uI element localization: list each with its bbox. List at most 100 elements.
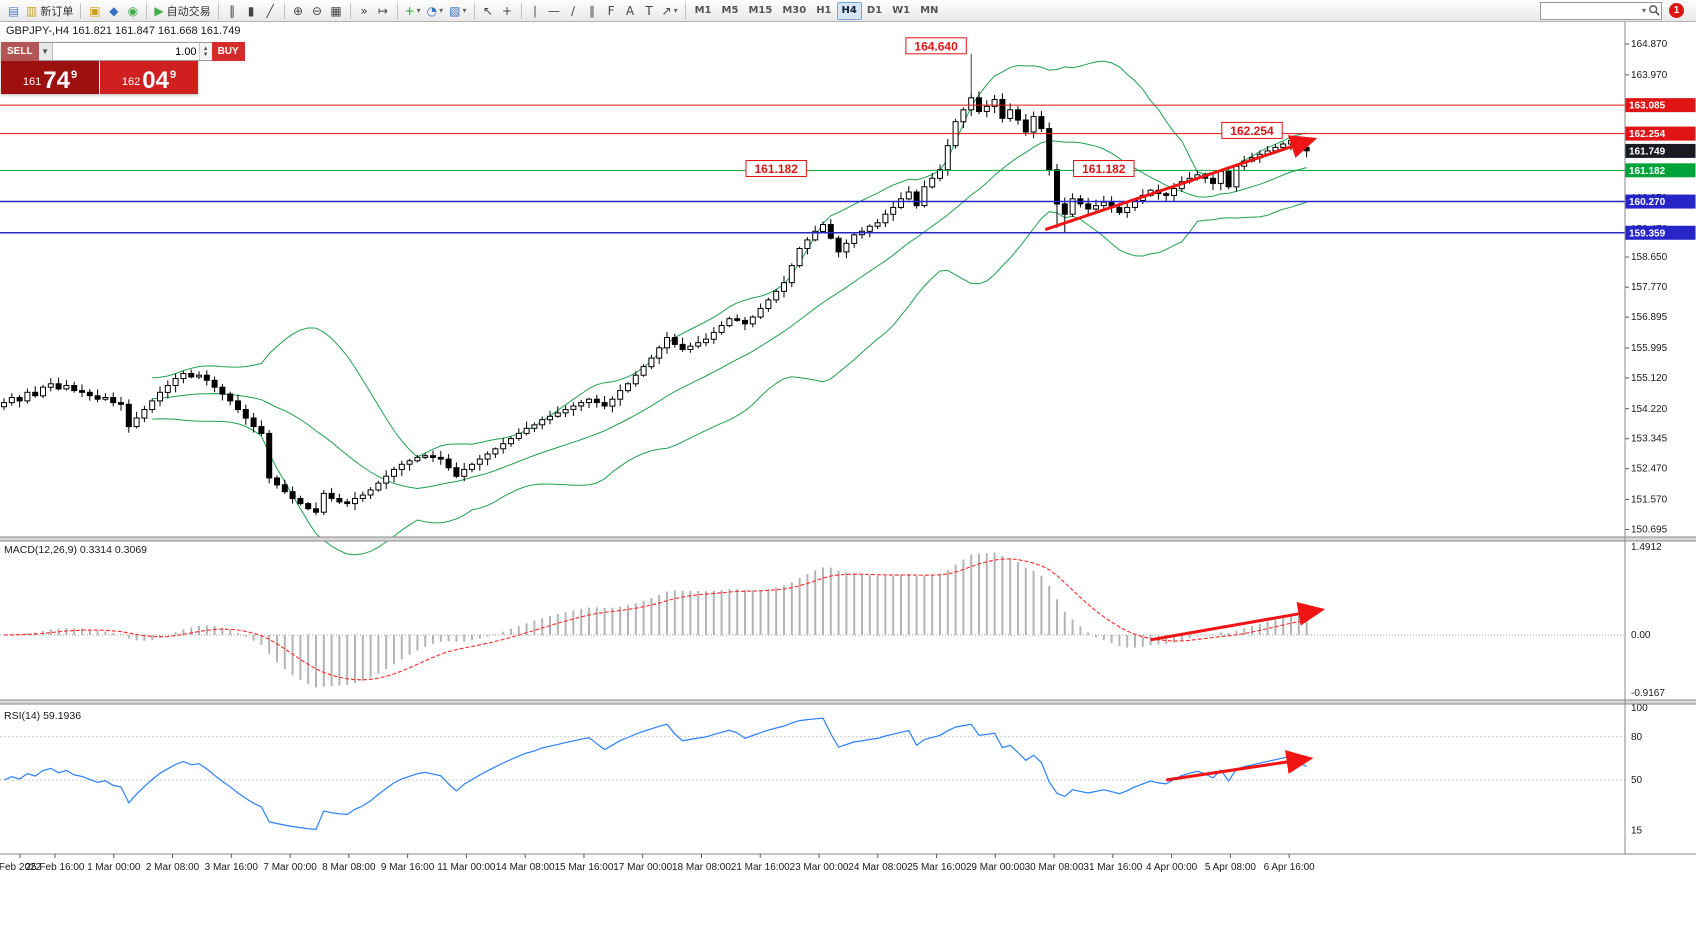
- candle-body: [164, 385, 171, 393]
- panel-splitter[interactable]: [0, 700, 1696, 704]
- trendline-button[interactable]: ∕: [564, 2, 583, 20]
- vertical-line-button[interactable]: ∣: [526, 2, 545, 20]
- candle-body: [250, 417, 257, 428]
- candle-body: [305, 503, 312, 510]
- timeframe-m5[interactable]: M5: [717, 2, 744, 20]
- autotrading-button[interactable]: ▶ 自动交易: [151, 2, 213, 20]
- annotation-box[interactable]: [1221, 121, 1283, 139]
- price-trend-arrow[interactable]: [1044, 135, 1318, 232]
- indicators-button[interactable]: + ▾: [402, 2, 424, 20]
- candle-body: [86, 391, 93, 397]
- price-marker-label: 161.182: [1629, 166, 1666, 177]
- candle-body: [757, 307, 764, 318]
- candle-body: [640, 366, 647, 376]
- candle-body: [570, 405, 577, 410]
- timeframe-m15[interactable]: M15: [743, 2, 777, 20]
- buy-button[interactable]: BUY: [211, 42, 245, 61]
- timeframe-mn-label: MN: [920, 5, 939, 16]
- buy-price[interactable]: 162 04 9: [100, 61, 198, 94]
- volume-down-icon[interactable]: ▼: [202, 51, 209, 58]
- fibonacci-button[interactable]: F: [602, 2, 621, 20]
- rsi-trend-arrow[interactable]: [1165, 750, 1314, 782]
- candle-body: [937, 169, 943, 179]
- candlestick-chart-button[interactable]: ▮: [242, 2, 261, 20]
- volume-input[interactable]: [52, 43, 199, 60]
- price-axis-label: 164.870: [1631, 39, 1668, 50]
- cursor-button[interactable]: ↖: [479, 2, 498, 20]
- timeframe-m30[interactable]: M30: [777, 2, 811, 20]
- candle-body: [110, 397, 117, 404]
- timeframe-h1[interactable]: H1: [811, 2, 836, 20]
- volume-field[interactable]: ▼ ▲ ▼: [38, 42, 212, 61]
- search-input[interactable]: [1541, 5, 1640, 16]
- bar-chart-button[interactable]: ‖: [223, 2, 242, 20]
- candle-body: [890, 206, 897, 215]
- templates-icon: ▧: [449, 3, 461, 18]
- profiles-icon: ▣: [89, 3, 101, 18]
- candle-body: [515, 432, 522, 439]
- notification-badge[interactable]: 1: [1669, 3, 1684, 18]
- profiles-button[interactable]: ▣: [85, 2, 104, 20]
- timeframe-h4[interactable]: H4: [836, 1, 862, 20]
- periods-button[interactable]: ◔ ▾: [424, 2, 447, 20]
- candle-body: [40, 386, 46, 397]
- search-box[interactable]: ▾: [1540, 1, 1662, 20]
- candle-body: [999, 99, 1006, 119]
- candle-body: [1124, 206, 1131, 213]
- candle-body: [695, 342, 702, 347]
- new-order-button[interactable]: ▥ 新订单: [23, 2, 76, 20]
- candle-body: [63, 385, 70, 390]
- crosshair-button[interactable]: +: [498, 2, 517, 20]
- tile-windows-icon: ▦: [330, 3, 342, 18]
- annotation-box[interactable]: [1073, 160, 1135, 177]
- horizontal-line-button[interactable]: —: [545, 2, 564, 20]
- text-button[interactable]: A: [621, 2, 640, 20]
- zoom-out-icon: ⊖: [312, 3, 323, 18]
- line-chart-button[interactable]: ╱: [261, 2, 280, 20]
- search-dropdown-icon[interactable]: ▾: [1641, 6, 1646, 15]
- candle-body: [398, 463, 405, 470]
- volume-up-icon[interactable]: ▲: [202, 45, 209, 52]
- candle-body: [703, 338, 709, 344]
- market-watch-button[interactable]: ◆: [104, 2, 123, 20]
- candle-body: [734, 318, 741, 321]
- auto-scroll-button[interactable]: »: [355, 2, 374, 20]
- label-button[interactable]: T: [640, 2, 659, 20]
- timeframe-d1[interactable]: D1: [862, 2, 887, 20]
- candle-body: [1022, 119, 1029, 133]
- new-order-button-label: 新订单: [40, 4, 74, 18]
- channel-icon: ∥: [589, 3, 596, 18]
- rsi-axis-label: 50: [1631, 775, 1643, 786]
- data-window-button[interactable]: ◉: [123, 2, 142, 20]
- bar-chart-icon: ‖: [229, 3, 236, 18]
- candle-body: [219, 386, 226, 395]
- time-axis-label: 8 Mar 08:00: [322, 862, 376, 873]
- macd-trend-arrow[interactable]: [1150, 602, 1326, 642]
- sell-button[interactable]: SELL: [1, 42, 39, 61]
- channel-button[interactable]: ∥: [583, 2, 602, 20]
- annotation-box[interactable]: [905, 37, 967, 55]
- panel-splitter[interactable]: [0, 537, 1696, 541]
- volume-dropdown-icon[interactable]: ▼: [38, 43, 53, 60]
- arrows-button[interactable]: ↗ ▾: [659, 2, 681, 20]
- templates-button[interactable]: ▧ ▾: [446, 2, 469, 20]
- trade-panel-prices: 161 74 9 162 04 9: [1, 61, 198, 94]
- zoom-in-button[interactable]: ⊕: [289, 2, 308, 20]
- annotation-box[interactable]: [745, 160, 807, 177]
- timeframe-w1[interactable]: W1: [887, 2, 915, 20]
- price-axis-label: 156.895: [1631, 312, 1668, 323]
- sell-price[interactable]: 161 74 9: [1, 61, 99, 94]
- search-icon[interactable]: [1648, 4, 1661, 17]
- chart-shift-button[interactable]: ↦: [374, 2, 393, 20]
- new-chart-button[interactable]: ▤: [4, 2, 23, 20]
- tile-windows-button[interactable]: ▦: [327, 2, 346, 20]
- timeframe-mn[interactable]: MN: [915, 2, 943, 20]
- candle-body: [679, 343, 686, 350]
- timeframe-m1[interactable]: M1: [690, 2, 717, 20]
- candle-body: [593, 398, 600, 404]
- volume-stepper[interactable]: ▲ ▼: [198, 43, 212, 60]
- chart-canvas[interactable]: 164.870163.970163.070162.170161.270160.3…: [0, 22, 1696, 944]
- toolbar-separator: [520, 2, 522, 19]
- candle-body: [359, 494, 366, 500]
- zoom-out-button[interactable]: ⊖: [308, 2, 327, 20]
